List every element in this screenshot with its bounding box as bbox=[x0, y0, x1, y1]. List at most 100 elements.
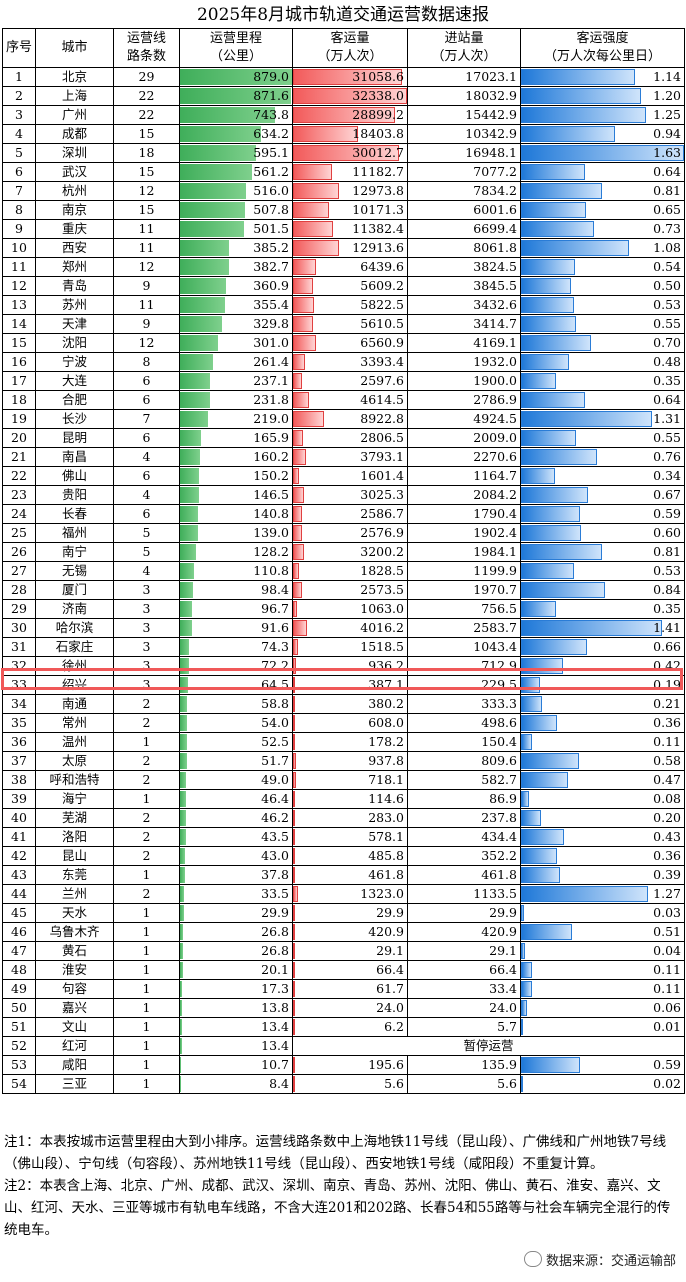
cell-entries: 352.2 bbox=[407, 846, 521, 866]
cell-lines: 1 bbox=[113, 1055, 180, 1075]
cell-intensity-bar bbox=[521, 734, 532, 750]
cell-lines: 7 bbox=[113, 409, 180, 429]
cell-ridership-value: 6560.9 bbox=[360, 335, 404, 350]
cell-no: 48 bbox=[2, 960, 36, 980]
table-row: 36 温州 1 52.5 178.2 150.4 0.11 bbox=[2, 732, 685, 752]
cell-mileage-value: 160.2 bbox=[253, 449, 289, 464]
cell-intensity-value: 0.53 bbox=[653, 563, 681, 578]
cell-mileage: 329.8 bbox=[179, 314, 293, 334]
cell-entries: 1199.9 bbox=[407, 561, 521, 581]
cell-ridership-bar bbox=[293, 221, 334, 237]
cell-entries-value: 15442.9 bbox=[465, 107, 517, 122]
cell-lines: 3 bbox=[113, 675, 180, 695]
cell-entries: 29.1 bbox=[407, 941, 521, 961]
cell-entries-value: 24.0 bbox=[489, 1000, 517, 1015]
cell-entries: 3414.7 bbox=[407, 314, 521, 334]
cell-city: 嘉兴 bbox=[35, 998, 114, 1018]
cell-city: 深圳 bbox=[35, 143, 114, 163]
cell-intensity: 0.53 bbox=[520, 295, 685, 315]
cell-ridership: 4614.5 bbox=[292, 390, 408, 410]
cell-intensity-value: 0.67 bbox=[653, 487, 681, 502]
cell-mileage-bar bbox=[180, 791, 186, 807]
cell-ridership: 30012.7 bbox=[292, 143, 408, 163]
cell-mileage-bar bbox=[180, 658, 190, 674]
cell-lines: 1 bbox=[113, 998, 180, 1018]
cell-ridership-bar bbox=[293, 1019, 295, 1035]
cell-ridership-value: 3025.3 bbox=[360, 487, 404, 502]
cell-ridership-value: 24.0 bbox=[376, 1000, 404, 1015]
table-row: 48 淮安 1 20.1 66.4 66.4 0.11 bbox=[2, 960, 685, 980]
cell-entries: 66.4 bbox=[407, 960, 521, 980]
cell-entries-value: 3845.5 bbox=[473, 278, 517, 293]
cell-mileage-bar bbox=[180, 1019, 182, 1035]
cell-ridership: 66.4 bbox=[292, 960, 408, 980]
cell-intensity-bar bbox=[521, 278, 571, 294]
cell-ridership-bar bbox=[293, 639, 299, 655]
cell-entries: 10342.9 bbox=[407, 124, 521, 144]
cell-mileage: 13.4 bbox=[179, 1036, 293, 1056]
cell-intensity-bar bbox=[521, 221, 594, 237]
cell-entries-value: 582.7 bbox=[481, 772, 517, 787]
cell-lines: 2 bbox=[113, 713, 180, 733]
header-city: 城市 bbox=[35, 28, 114, 68]
cell-entries: 420.9 bbox=[407, 922, 521, 942]
cell-no: 13 bbox=[2, 295, 36, 315]
cell-intensity-value: 0.81 bbox=[653, 183, 681, 198]
cell-ridership-value: 4614.5 bbox=[360, 392, 404, 407]
cell-intensity-bar bbox=[521, 867, 560, 883]
cell-city: 红河 bbox=[35, 1036, 114, 1056]
cell-ridership-value: 5610.5 bbox=[360, 316, 404, 331]
cell-intensity-bar bbox=[521, 544, 602, 560]
cell-lines: 2 bbox=[113, 846, 180, 866]
cell-mileage-value: 26.8 bbox=[261, 924, 289, 939]
cell-mileage: 261.4 bbox=[179, 352, 293, 372]
cell-intensity-bar bbox=[521, 240, 629, 256]
cell-mileage: 54.0 bbox=[179, 713, 293, 733]
cell-ridership-bar bbox=[293, 905, 295, 921]
cell-ridership: 2573.5 bbox=[292, 580, 408, 600]
cell-ridership-bar bbox=[293, 563, 300, 579]
cell-entries-value: 712.9 bbox=[481, 658, 517, 673]
cell-ridership: 608.0 bbox=[292, 713, 408, 733]
cell-ridership-bar bbox=[293, 544, 305, 560]
cell-mileage-bar bbox=[180, 297, 226, 313]
cell-entries-value: 10342.9 bbox=[465, 126, 517, 141]
cell-ridership-bar bbox=[293, 886, 298, 902]
cell-ridership-value: 461.8 bbox=[368, 867, 404, 882]
cell-lines: 15 bbox=[113, 200, 180, 220]
cell-mileage-bar bbox=[180, 373, 211, 389]
cell-city: 芜湖 bbox=[35, 808, 114, 828]
cell-ridership-value: 12973.8 bbox=[352, 183, 404, 198]
cell-intensity-bar bbox=[521, 715, 557, 731]
header-entries-line2: （万人次） bbox=[431, 49, 497, 64]
cell-entries-value: 333.3 bbox=[481, 696, 517, 711]
cell-entries: 5.6 bbox=[407, 1074, 521, 1094]
cell-no: 37 bbox=[2, 751, 36, 771]
cell-mileage: 160.2 bbox=[179, 447, 293, 467]
cell-lines: 3 bbox=[113, 580, 180, 600]
cell-intensity: 0.59 bbox=[520, 1055, 685, 1075]
cell-mileage: 20.1 bbox=[179, 960, 293, 980]
cell-no: 45 bbox=[2, 903, 36, 923]
cell-intensity-value: 1.08 bbox=[653, 240, 681, 255]
cell-intensity: 0.19 bbox=[520, 675, 685, 695]
cell-no: 5 bbox=[2, 143, 36, 163]
cell-intensity-bar bbox=[521, 582, 605, 598]
cell-ridership: 11382.4 bbox=[292, 219, 408, 239]
cell-mileage-value: 146.5 bbox=[253, 487, 289, 502]
cell-intensity-value: 0.48 bbox=[653, 354, 681, 369]
cell-no: 52 bbox=[2, 1036, 36, 1056]
cell-intensity-value: 0.11 bbox=[653, 962, 681, 977]
cell-intensity-bar bbox=[521, 316, 576, 332]
cell-ridership: 5610.5 bbox=[292, 314, 408, 334]
table-row: 32 徐州 3 72.2 936.2 712.9 0.42 bbox=[2, 656, 685, 676]
cell-ridership: 1828.5 bbox=[292, 561, 408, 581]
cell-ridership-value: 3200.2 bbox=[360, 544, 404, 559]
cell-lines: 15 bbox=[113, 162, 180, 182]
cell-intensity-bar bbox=[521, 126, 615, 142]
cell-no: 16 bbox=[2, 352, 36, 372]
cell-intensity-value: 0.34 bbox=[653, 468, 681, 483]
cell-entries-value: 3432.6 bbox=[473, 297, 517, 312]
cell-city: 佛山 bbox=[35, 466, 114, 486]
cell-entries-value: 17023.1 bbox=[465, 69, 517, 84]
